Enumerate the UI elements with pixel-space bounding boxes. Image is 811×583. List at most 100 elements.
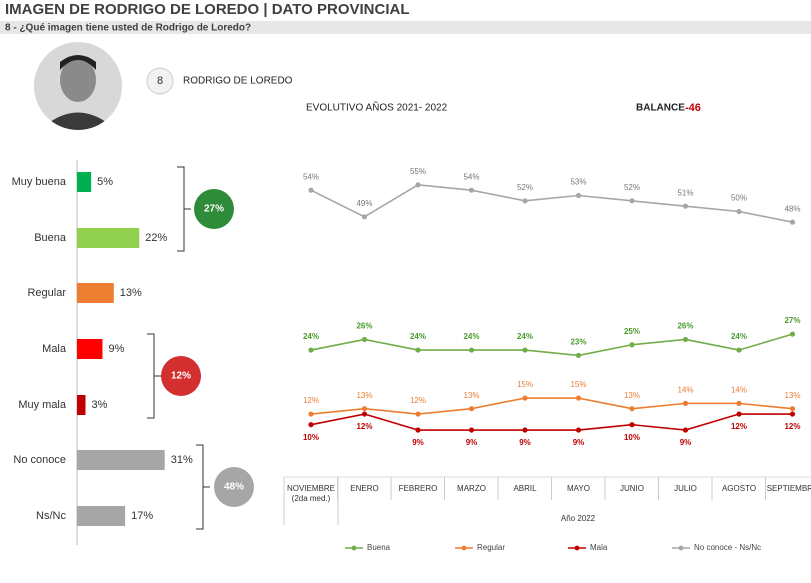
legend-label: Regular <box>477 543 505 552</box>
page-title: IMAGEN DE RODRIGO DE LOREDO | DATO PROVI… <box>5 1 410 18</box>
point-label: 48% <box>784 204 800 213</box>
point-label: 26% <box>356 322 372 331</box>
point-label: 54% <box>303 172 319 181</box>
point <box>575 352 582 359</box>
category-label: Mala <box>42 343 66 355</box>
x-tick-label: AGOSTO <box>721 484 757 493</box>
point-label: 24% <box>463 332 479 341</box>
group-bubble <box>214 467 254 507</box>
x-tick-label: MARZO <box>457 484 486 493</box>
value-label: 22% <box>145 232 167 244</box>
point-label: 54% <box>463 172 479 181</box>
value-label: 3% <box>91 399 107 411</box>
point-label: 12% <box>784 422 800 431</box>
bracket <box>177 166 185 252</box>
point <box>575 192 582 199</box>
bar <box>77 395 86 415</box>
point <box>308 422 314 428</box>
point <box>522 395 528 401</box>
point <box>522 427 528 433</box>
point-label: 10% <box>624 433 640 442</box>
x-tick-label: JULIO <box>674 484 697 493</box>
group-bubble <box>194 189 234 229</box>
group-label: 27% <box>204 204 224 215</box>
category-label: Ns/Nc <box>36 510 66 522</box>
point <box>682 400 689 406</box>
x-tick-label: SEPTIEMBRE <box>766 484 811 493</box>
bracket <box>147 333 155 419</box>
point-label: 24% <box>517 332 533 341</box>
point <box>789 219 796 225</box>
point-label: 12% <box>303 396 319 405</box>
category-label: Regular <box>27 287 66 299</box>
value-label: 31% <box>171 454 193 466</box>
point <box>308 411 314 417</box>
bar <box>77 450 165 470</box>
profile-number: 8 <box>157 75 163 87</box>
number-badge <box>146 67 174 95</box>
point <box>629 406 635 412</box>
point-label: 14% <box>731 385 747 394</box>
bracket <box>196 444 204 530</box>
legend-marker <box>678 545 684 551</box>
bar <box>77 506 126 526</box>
category-label: Muy mala <box>18 399 66 411</box>
point-label: 12% <box>410 396 426 405</box>
x-tick-label: FEBRERO <box>398 484 438 493</box>
point-label: 9% <box>412 438 424 447</box>
point <box>575 395 582 401</box>
value-label: 9% <box>108 343 124 355</box>
point-label: 51% <box>677 188 693 197</box>
point <box>736 347 742 353</box>
point-label: 9% <box>573 438 585 447</box>
point <box>415 411 421 417</box>
point-label: 9% <box>519 438 531 447</box>
point <box>415 182 421 188</box>
point-label: 52% <box>517 183 533 192</box>
bar <box>77 228 140 248</box>
point <box>629 342 635 348</box>
bar <box>77 283 114 303</box>
point-label: 10% <box>303 433 319 442</box>
point <box>308 187 314 193</box>
point <box>682 336 689 343</box>
point-label: 55% <box>410 167 426 176</box>
photo <box>34 42 122 130</box>
series-line <box>310 413 793 431</box>
x-tick-label: MAYO <box>567 484 590 493</box>
point <box>308 347 314 353</box>
point <box>575 427 582 433</box>
series-line <box>310 397 793 415</box>
group-bubble <box>161 356 201 396</box>
x-tick-label: ABRIL <box>513 484 537 493</box>
legend-label: Mala <box>590 543 608 552</box>
point <box>789 331 796 337</box>
point-label: 9% <box>466 438 478 447</box>
bar <box>77 339 103 359</box>
point <box>736 208 742 215</box>
value-label: 13% <box>120 287 142 299</box>
point-label: 13% <box>463 391 479 400</box>
legend-label: Buena <box>367 543 391 552</box>
point <box>736 411 742 417</box>
point-label: 24% <box>731 332 747 341</box>
legend-marker <box>351 545 357 551</box>
x-tick-label: NOVIEMBRE (2da med.) <box>286 484 335 503</box>
point <box>468 406 475 412</box>
line-title: EVOLUTIVO AÑOS 2021- 2022 <box>306 101 448 114</box>
x-tick-label: JUNIO <box>620 484 644 493</box>
point-label: 52% <box>624 183 640 192</box>
legend-label: No conoce - Ns/Nc <box>694 543 761 552</box>
point-label: 53% <box>570 178 586 187</box>
point <box>361 411 368 417</box>
point-label: 13% <box>624 391 640 400</box>
point-label: 24% <box>410 332 426 341</box>
group-label: 12% <box>171 371 191 382</box>
point <box>468 347 475 353</box>
point-label: 25% <box>624 327 640 336</box>
point <box>682 203 689 209</box>
subtitle: 8 - ¿Qué imagen tiene usted de Rodrigo d… <box>5 23 251 34</box>
point-label: 12% <box>731 422 747 431</box>
